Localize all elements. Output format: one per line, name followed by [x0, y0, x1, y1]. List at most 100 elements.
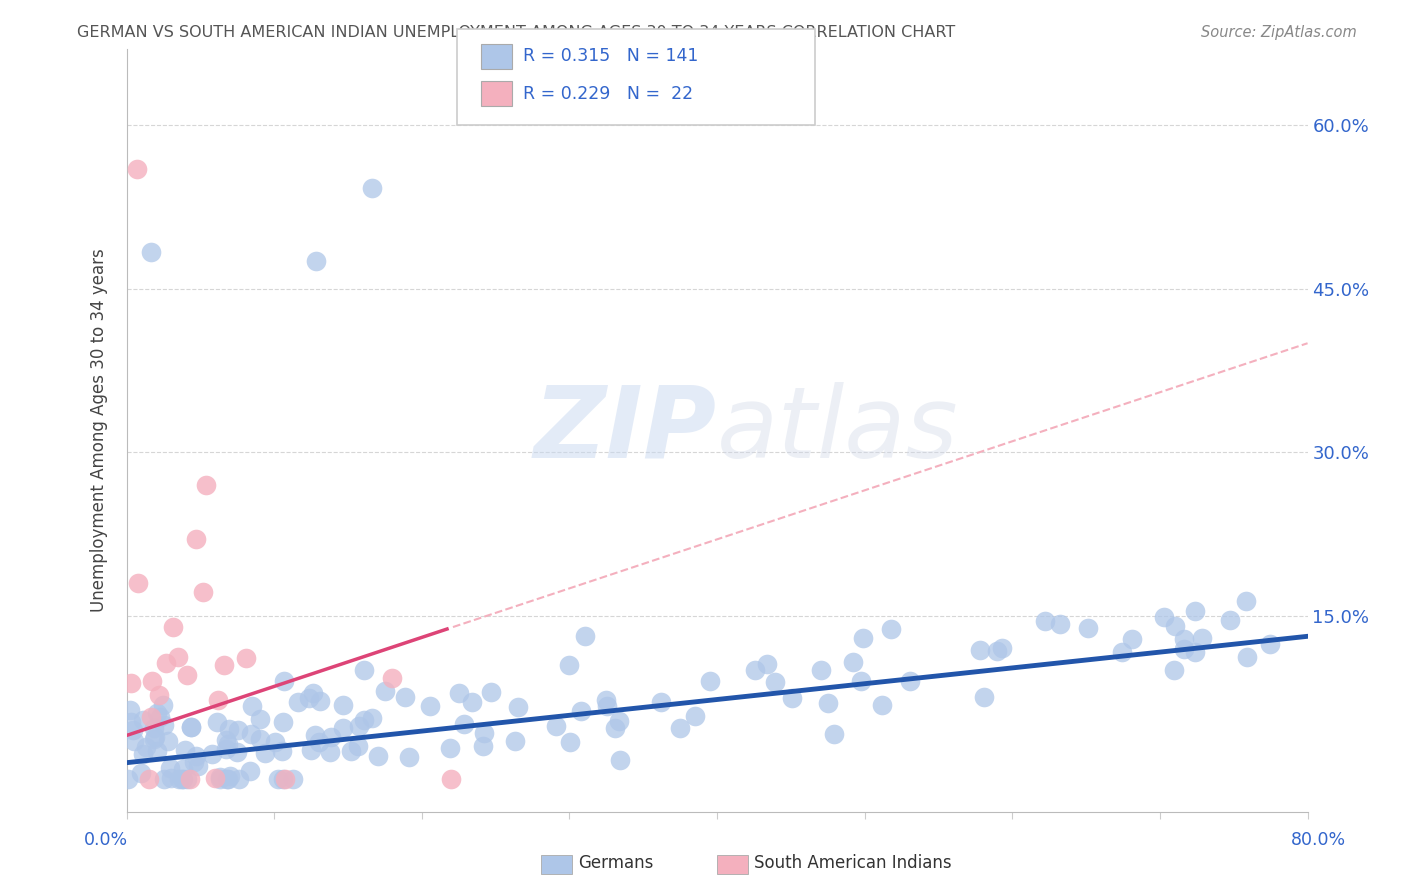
Point: [319, 746, 342, 760]
Point: [508, 700, 530, 714]
Point: [305, 254, 328, 268]
Point: [381, 671, 404, 685]
Point: [273, 673, 295, 688]
Point: [394, 690, 416, 705]
Point: [558, 735, 581, 749]
Text: GERMAN VS SOUTH AMERICAN INDIAN UNEMPLOYMENT AMONG AGES 30 TO 34 YEARS CORRELATI: GERMAN VS SOUTH AMERICAN INDIAN UNEMPLOY…: [77, 25, 956, 40]
Point: [1153, 610, 1175, 624]
Point: [1184, 645, 1206, 659]
Point: [595, 693, 617, 707]
Point: [179, 720, 201, 734]
Point: [332, 698, 354, 713]
Point: [756, 657, 779, 671]
Point: [267, 772, 290, 786]
Point: [1191, 632, 1213, 646]
Text: 80.0%: 80.0%: [1291, 831, 1347, 849]
Point: [215, 732, 238, 747]
Point: [609, 753, 631, 767]
Text: atlas: atlas: [717, 382, 959, 479]
Point: [332, 722, 354, 736]
Point: [186, 533, 208, 547]
Point: [823, 726, 845, 740]
Point: [472, 725, 495, 739]
Point: [117, 772, 139, 786]
Point: [683, 709, 706, 723]
Point: [1184, 604, 1206, 618]
Point: [254, 746, 277, 760]
Point: [1234, 594, 1257, 608]
Point: [852, 631, 875, 645]
Point: [1121, 632, 1143, 647]
Point: [159, 761, 181, 775]
Point: [194, 478, 217, 492]
Point: [274, 772, 297, 786]
Point: [125, 161, 148, 176]
Point: [217, 737, 239, 751]
Point: [225, 745, 247, 759]
Point: [204, 771, 226, 785]
Point: [817, 696, 839, 710]
Point: [186, 748, 208, 763]
Point: [120, 702, 142, 716]
Point: [449, 686, 471, 700]
Point: [763, 674, 786, 689]
Point: [353, 713, 375, 727]
Point: [544, 719, 567, 733]
Point: [124, 734, 146, 748]
Point: [176, 772, 198, 786]
Point: [228, 772, 250, 786]
Point: [699, 674, 721, 689]
Point: [120, 676, 142, 690]
Point: [453, 716, 475, 731]
Point: [240, 699, 263, 714]
Point: [650, 695, 672, 709]
Text: R = 0.229   N =  22: R = 0.229 N = 22: [523, 85, 693, 103]
Point: [346, 739, 368, 753]
Point: [215, 742, 238, 756]
Point: [298, 691, 321, 706]
Point: [353, 663, 375, 677]
Point: [239, 727, 262, 741]
Point: [283, 772, 305, 786]
Point: [139, 710, 162, 724]
Point: [201, 747, 224, 761]
Point: [235, 651, 257, 665]
Point: [239, 764, 262, 779]
Text: R = 0.315   N = 141: R = 0.315 N = 141: [523, 47, 699, 65]
Point: [991, 640, 1014, 655]
Point: [176, 668, 198, 682]
Point: [132, 747, 155, 761]
Point: [183, 755, 205, 769]
Point: [208, 772, 231, 786]
Point: [217, 772, 239, 786]
Point: [849, 674, 872, 689]
Text: South American Indians: South American Indians: [754, 855, 952, 872]
Text: 0.0%: 0.0%: [83, 831, 128, 849]
Point: [208, 770, 231, 784]
Point: [249, 732, 271, 747]
Point: [308, 694, 330, 708]
Point: [398, 750, 420, 764]
Point: [167, 650, 190, 665]
Point: [135, 739, 157, 754]
Point: [191, 585, 214, 599]
Point: [347, 719, 370, 733]
Point: [207, 693, 229, 707]
Text: ZIP: ZIP: [534, 382, 717, 479]
Point: [187, 758, 209, 772]
Point: [880, 622, 903, 636]
Point: [461, 695, 484, 709]
Point: [157, 734, 180, 748]
Point: [595, 698, 617, 713]
Text: Source: ZipAtlas.com: Source: ZipAtlas.com: [1201, 25, 1357, 40]
Point: [439, 740, 461, 755]
Point: [301, 743, 323, 757]
Point: [180, 720, 202, 734]
Point: [214, 657, 236, 672]
Point: [1173, 641, 1195, 656]
Point: [167, 772, 190, 786]
Point: [162, 619, 184, 633]
Point: [249, 712, 271, 726]
Point: [152, 698, 174, 712]
Point: [1111, 645, 1133, 659]
